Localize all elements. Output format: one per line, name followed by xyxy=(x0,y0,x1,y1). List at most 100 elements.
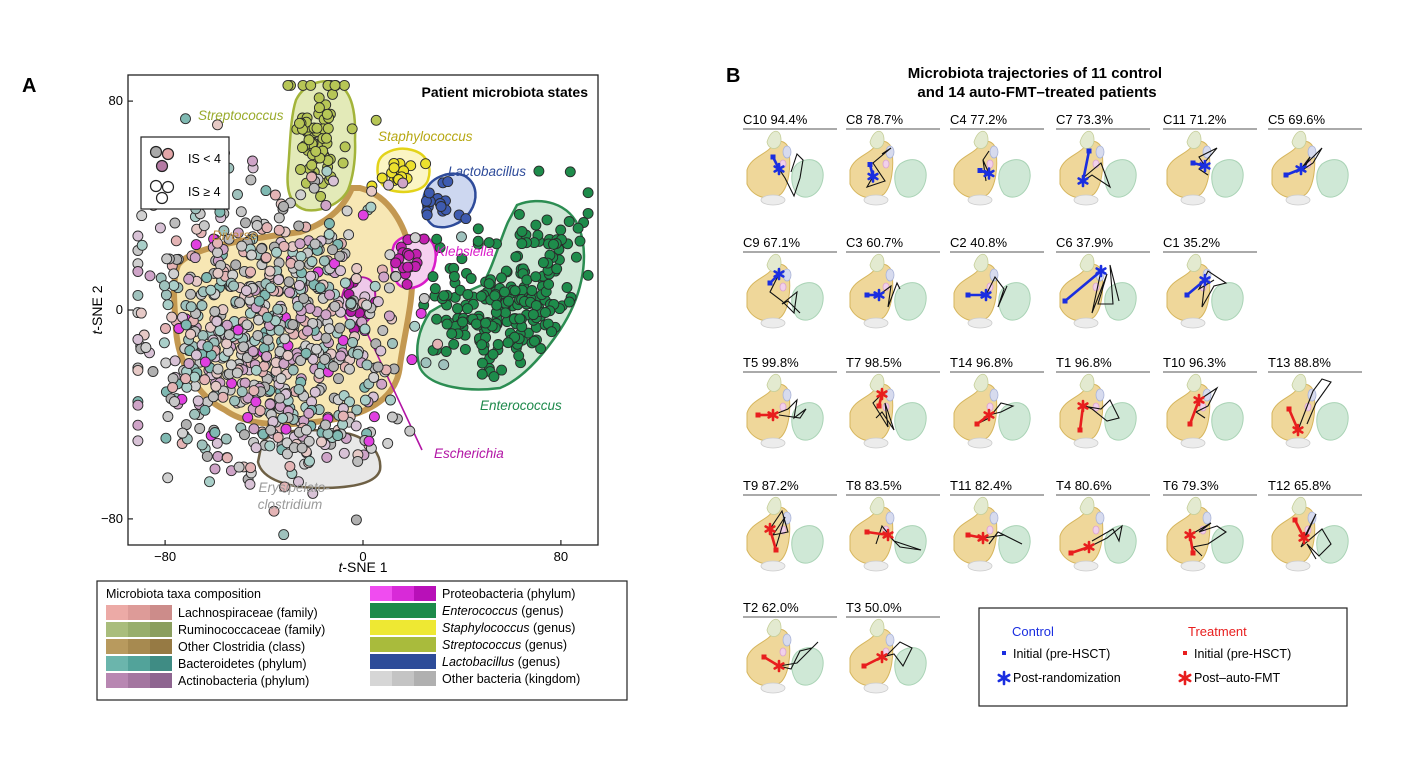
taxa-legend-label: Streptococcus (genus) xyxy=(442,638,567,652)
scatter-point xyxy=(275,373,287,385)
trajectory-chart-c10: C10 94.4% xyxy=(743,112,837,206)
scatter-point xyxy=(335,265,346,277)
star-marker xyxy=(1292,423,1304,437)
scatter-point xyxy=(320,332,332,344)
scatter-point xyxy=(472,235,484,247)
star-marker xyxy=(980,288,992,302)
scatter-point xyxy=(239,429,250,441)
scatter-point xyxy=(385,394,396,406)
star-marker xyxy=(764,522,776,536)
trajectory-chart-t13: T13 88.8% xyxy=(1268,355,1362,449)
scatter-point xyxy=(160,357,172,369)
scatter-point xyxy=(228,280,240,292)
scatter-point xyxy=(264,265,276,277)
scatter-point xyxy=(459,343,471,355)
taxa-swatch xyxy=(414,603,436,618)
scatter-point xyxy=(492,339,504,350)
scatter-point xyxy=(223,329,235,341)
trajectory-chart-title: T5 99.8% xyxy=(743,355,799,370)
scatter-point xyxy=(329,300,341,312)
trajectory-chart-t11: T11 82.4% xyxy=(950,478,1044,572)
scatter-point xyxy=(404,425,416,437)
region-label-lactobacillus: Lactobacillus xyxy=(448,164,526,179)
scatter-point xyxy=(154,222,166,234)
star-marker xyxy=(773,267,785,281)
scatter-point xyxy=(304,455,315,467)
scatter-point xyxy=(321,132,332,144)
scatter-point xyxy=(555,224,567,236)
scatter-point xyxy=(313,102,325,114)
key-control-initial-label: Initial (pre-HSCT) xyxy=(1013,647,1110,661)
scatter-point xyxy=(409,232,421,244)
scatter-point xyxy=(247,345,259,357)
initial-marker xyxy=(861,663,867,669)
scatter-point xyxy=(274,392,286,404)
legend-filled-marker-3 xyxy=(155,159,169,173)
trajectory-chart-title: T14 96.8% xyxy=(950,355,1013,370)
trajectory-chart-t1: T1 96.8% xyxy=(1056,355,1150,449)
taxa-swatch xyxy=(414,654,436,669)
scatter-point xyxy=(383,282,395,294)
diversity-legend: IS < 4 IS ≥ 4 xyxy=(140,136,230,210)
scatter-point xyxy=(499,286,510,298)
taxa-swatch xyxy=(128,622,150,637)
scatter-point xyxy=(262,334,274,346)
taxa-legend-label: Proteobacteria (phylum) xyxy=(442,587,575,601)
scatter-point xyxy=(546,326,558,338)
initial-marker xyxy=(1286,406,1292,412)
scatter-point xyxy=(273,224,285,236)
x-axis-label: t-SNE 1 xyxy=(338,559,387,575)
taxa-swatch xyxy=(150,639,172,654)
scatter-point xyxy=(284,460,296,472)
trajectory-chart-title: T11 82.4% xyxy=(950,478,1012,493)
scatter-point xyxy=(261,351,273,362)
scatter-point xyxy=(135,307,147,319)
diversity-legend-high-label: IS ≥ 4 xyxy=(188,185,221,199)
initial-marker xyxy=(974,421,980,427)
star-marker xyxy=(876,650,888,664)
taxa-swatch xyxy=(128,656,150,671)
diversity-legend-low-label: IS < 4 xyxy=(188,152,221,166)
scatter-point xyxy=(530,300,542,311)
trajectory-chart-title: T10 96.3% xyxy=(1163,355,1226,370)
star-marker xyxy=(1199,159,1211,173)
scatter-point xyxy=(548,238,559,250)
scatter-point xyxy=(199,374,211,386)
scatter-point xyxy=(311,343,322,355)
trajectory-chart-t10: T10 96.3% xyxy=(1163,355,1257,449)
scatter-point xyxy=(369,280,381,292)
trajectory-first-step xyxy=(1188,399,1201,425)
taxa-swatch xyxy=(150,622,172,637)
scatter-point xyxy=(305,79,317,91)
region-label-klebsiella: Klebsiella xyxy=(436,244,494,259)
scatter-point xyxy=(283,276,295,288)
scatter-point xyxy=(253,295,265,307)
scatter-point xyxy=(235,206,247,218)
region-label-staphylococcus: Staphylococcus xyxy=(378,129,473,144)
scatter-point xyxy=(201,450,213,462)
scatter-point xyxy=(140,342,152,353)
scatter-point xyxy=(279,333,291,345)
scatter-point xyxy=(212,119,223,131)
scatter-point xyxy=(334,250,346,262)
initial-marker xyxy=(977,168,983,173)
scatter-point xyxy=(516,226,528,237)
trajectory-chart-title: T3 50.0% xyxy=(846,600,902,615)
scatter-point xyxy=(169,217,181,229)
trajectory-chart-title: T4 80.6% xyxy=(1056,478,1112,493)
scatter-point xyxy=(233,461,245,473)
scatter-point xyxy=(388,162,400,174)
scatter-point xyxy=(406,354,418,366)
scatter-point xyxy=(180,113,191,125)
scatter-point xyxy=(431,313,443,325)
scatter-point xyxy=(209,306,221,317)
key-control-post-marker xyxy=(997,670,1011,686)
scatter-point xyxy=(202,341,214,353)
scatter-point xyxy=(432,338,444,350)
star-marker xyxy=(773,162,785,176)
scatter-point xyxy=(269,189,281,201)
scatter-point xyxy=(236,386,248,398)
scatter-point xyxy=(563,216,575,227)
star-marker xyxy=(1077,174,1089,188)
scatter-point xyxy=(487,348,499,360)
